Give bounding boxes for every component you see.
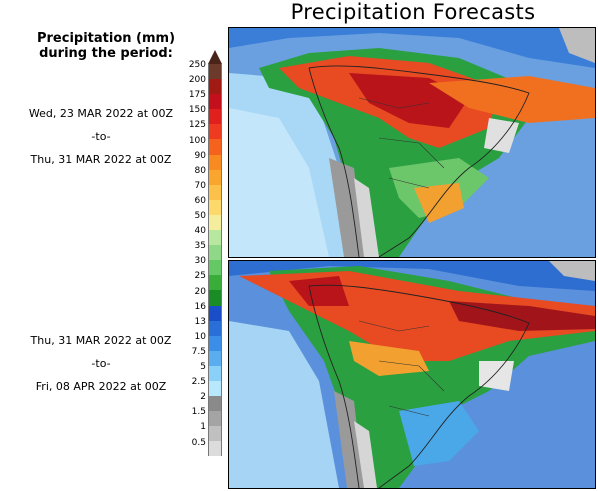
colorbar-segment <box>208 260 222 276</box>
period-1-start: Wed, 23 MAR 2022 at 00Z <box>28 107 174 120</box>
colorbar-segment <box>208 64 222 80</box>
period-1-sep: -to- <box>91 130 111 143</box>
colorbar-tick-label: 25 <box>194 271 206 282</box>
figure-title: Precipitation Forecasts <box>290 0 536 24</box>
colorbar-tick-label: 10 <box>194 331 206 342</box>
colorbar-tick-label: 7.5 <box>191 346 206 357</box>
colorbar-tick-label: 80 <box>194 165 206 176</box>
colorbar-tick-label: 200 <box>188 75 206 86</box>
period-2-start: Thu, 31 MAR 2022 at 00Z <box>30 334 172 347</box>
map-1-svg <box>229 28 595 257</box>
colorbar-segment <box>208 94 222 110</box>
colorbar-tick-label: 175 <box>188 90 206 101</box>
colorbar <box>207 50 223 472</box>
period-2-label: Thu, 31 MAR 2022 at 00Z -to- Fri, 08 APR… <box>0 334 202 403</box>
colorbar-segment <box>208 154 222 170</box>
colorbar-segment <box>208 245 222 261</box>
colorbar-tick-label: 40 <box>194 226 206 237</box>
colorbar-segment <box>208 320 222 336</box>
legend-heading: Precipitation (mm) during the period: <box>0 31 212 61</box>
period-2-sep: -to- <box>91 357 111 370</box>
colorbar-segment <box>208 124 222 140</box>
period-1-label: Wed, 23 MAR 2022 at 00Z -to- Thu, 31 MAR… <box>0 107 202 176</box>
colorbar-tick-label: 35 <box>194 241 206 252</box>
colorbar-segment <box>208 411 222 427</box>
colorbar-segment <box>208 396 222 412</box>
colorbar-segment <box>208 109 222 125</box>
colorbar-segment <box>208 79 222 95</box>
period-2-end: Fri, 08 APR 2022 at 00Z <box>35 380 167 393</box>
colorbar-segment <box>208 275 222 291</box>
colorbar-tick-label: 16 <box>194 301 206 312</box>
period-1-end: Thu, 31 MAR 2022 at 00Z <box>30 153 172 166</box>
colorbar-tick-label: 125 <box>188 120 206 131</box>
colorbar-tick-label: 100 <box>188 135 206 146</box>
colorbar-segment <box>208 290 222 306</box>
colorbar-tick-label: 150 <box>188 105 206 116</box>
colorbar-segment <box>208 199 222 215</box>
colorbar-max-arrow <box>208 50 222 64</box>
colorbar-tick-label: 2 <box>200 392 206 403</box>
colorbar-tick-label: 60 <box>194 195 206 206</box>
forecast-map-period-2 <box>228 260 596 489</box>
colorbar-segment <box>208 139 222 155</box>
colorbar-segment <box>208 335 222 351</box>
colorbar-min-arrow <box>207 455 223 472</box>
colorbar-segment <box>208 184 222 200</box>
legend-heading-line1: Precipitation (mm) <box>36 31 176 46</box>
colorbar-tick-label: 5 <box>200 362 206 372</box>
colorbar-segment <box>208 230 222 246</box>
colorbar-tick-label: 13 <box>194 316 206 327</box>
colorbar-tick-label: 30 <box>194 256 206 267</box>
colorbar-tick-label: 90 <box>194 150 206 161</box>
colorbar-tick-label: 0.5 <box>191 437 206 448</box>
colorbar-tick-label: 250 <box>188 60 206 70</box>
colorbar-tick-label: 2.5 <box>191 377 206 388</box>
colorbar-segment <box>208 305 222 321</box>
colorbar-segment <box>208 365 222 381</box>
colorbar-segment <box>208 214 222 231</box>
colorbar-segment <box>208 380 222 397</box>
colorbar-tick-label: 20 <box>194 286 206 297</box>
colorbar-tick-label: 1 <box>200 422 206 433</box>
colorbar-segment <box>208 350 222 366</box>
forecast-map-period-1 <box>228 27 596 258</box>
colorbar-segment <box>208 441 222 457</box>
map-2-svg <box>229 261 595 488</box>
colorbar-segment <box>208 169 222 185</box>
colorbar-tick-label: 1.5 <box>191 407 206 418</box>
colorbar-tick-label: 70 <box>194 180 206 191</box>
colorbar-tick-label: 50 <box>194 211 206 221</box>
legend-heading-line2: during the period: <box>39 46 173 61</box>
colorbar-segment <box>208 426 222 442</box>
